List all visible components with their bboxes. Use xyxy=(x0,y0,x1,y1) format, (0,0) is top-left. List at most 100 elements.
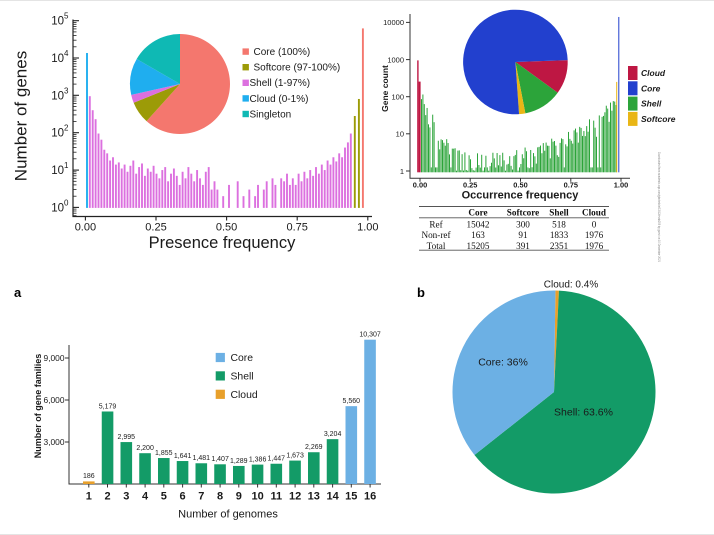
svg-text:Cloud: Cloud xyxy=(641,68,666,78)
svg-text:0: 0 xyxy=(592,220,597,230)
svg-text:Number of gene families: Number of gene families xyxy=(33,354,43,459)
svg-text:1833: 1833 xyxy=(550,230,569,240)
svg-text:1000: 1000 xyxy=(387,55,404,64)
svg-text:Cloud: Cloud xyxy=(582,208,606,218)
svg-text:1,447: 1,447 xyxy=(268,456,286,463)
svg-text:1.00: 1.00 xyxy=(357,222,378,234)
svg-text:3: 3 xyxy=(123,490,129,502)
svg-text:9: 9 xyxy=(236,490,242,502)
svg-text:1976: 1976 xyxy=(585,241,604,251)
svg-text:11: 11 xyxy=(270,490,282,502)
svg-text:Total: Total xyxy=(427,241,446,251)
svg-text:Shell: Shell xyxy=(641,99,662,109)
svg-text:5: 5 xyxy=(64,12,69,21)
svg-text:6,000: 6,000 xyxy=(44,395,65,405)
svg-text:0.50: 0.50 xyxy=(513,181,527,190)
svg-text:1: 1 xyxy=(400,167,404,176)
svg-text:6: 6 xyxy=(180,490,186,502)
svg-text:13: 13 xyxy=(308,490,320,502)
svg-text:Cloud: 0.4%: Cloud: 0.4% xyxy=(544,280,599,291)
svg-text:1,407: 1,407 xyxy=(211,456,229,463)
svg-text:Softcore (97-100%): Softcore (97-100%) xyxy=(254,63,341,74)
svg-text:Number of genes: Number of genes xyxy=(12,51,31,181)
svg-text:Core: Core xyxy=(231,353,254,364)
svg-text:9,000: 9,000 xyxy=(44,353,65,363)
svg-text:1: 1 xyxy=(64,161,69,170)
svg-text:Shell: Shell xyxy=(231,372,254,383)
svg-text:10: 10 xyxy=(51,53,64,65)
svg-text:0.25: 0.25 xyxy=(145,222,166,234)
svg-text:2,200: 2,200 xyxy=(136,445,154,452)
svg-text:1,641: 1,641 xyxy=(174,453,192,460)
svg-text:518: 518 xyxy=(552,220,566,230)
svg-text:Shell (1-97%): Shell (1-97%) xyxy=(250,78,311,89)
svg-text:1,289: 1,289 xyxy=(230,458,248,465)
svg-text:0.00: 0.00 xyxy=(413,181,427,190)
svg-text:5: 5 xyxy=(161,490,167,502)
svg-text:2,995: 2,995 xyxy=(118,434,136,441)
svg-text:b: b xyxy=(417,285,425,300)
svg-text:3,000: 3,000 xyxy=(44,437,65,447)
svg-text:Ref: Ref xyxy=(429,220,443,230)
svg-text:1,481: 1,481 xyxy=(193,455,211,462)
svg-text:3: 3 xyxy=(64,86,69,95)
svg-text:Core: 36%: Core: 36% xyxy=(478,356,528,368)
svg-text:15042: 15042 xyxy=(467,220,490,230)
svg-text:Core: Core xyxy=(641,83,661,93)
svg-text:12: 12 xyxy=(289,490,301,502)
svg-text:8: 8 xyxy=(217,490,223,502)
svg-text:Core (100%): Core (100%) xyxy=(254,47,311,58)
svg-text:Cloud: Cloud xyxy=(231,390,258,401)
svg-text:5,560: 5,560 xyxy=(343,398,361,405)
svg-text:Shell: 63.6%: Shell: 63.6% xyxy=(554,406,613,418)
svg-text:15: 15 xyxy=(345,490,357,502)
svg-text:2: 2 xyxy=(104,490,110,502)
svg-text:Core: Core xyxy=(468,208,487,218)
svg-text:10: 10 xyxy=(251,490,263,502)
svg-text:Presence frequency: Presence frequency xyxy=(149,234,297,252)
svg-text:0: 0 xyxy=(64,198,69,207)
svg-text:14: 14 xyxy=(326,490,339,502)
svg-text:2: 2 xyxy=(64,124,69,133)
svg-text:Cloud (0-1%): Cloud (0-1%) xyxy=(250,94,309,105)
svg-text:3,204: 3,204 xyxy=(324,431,342,438)
svg-text:7: 7 xyxy=(198,490,204,502)
svg-text:186: 186 xyxy=(83,473,95,480)
svg-text:0.75: 0.75 xyxy=(564,181,578,190)
svg-text:0.25: 0.25 xyxy=(463,181,477,190)
svg-text:0.75: 0.75 xyxy=(286,222,307,234)
svg-text:0.50: 0.50 xyxy=(216,222,237,234)
svg-text:91: 91 xyxy=(518,230,528,240)
svg-text:10: 10 xyxy=(396,130,404,139)
svg-text:10: 10 xyxy=(51,90,64,102)
svg-text:15205: 15205 xyxy=(467,241,490,251)
svg-text:100: 100 xyxy=(391,93,404,102)
svg-text:16: 16 xyxy=(364,490,376,502)
svg-text:1,855: 1,855 xyxy=(155,450,173,457)
svg-text:1.00: 1.00 xyxy=(614,181,628,190)
svg-text:10: 10 xyxy=(51,165,64,177)
svg-text:0.00: 0.00 xyxy=(75,222,96,234)
svg-text:163: 163 xyxy=(471,230,485,240)
svg-text:5,179: 5,179 xyxy=(99,403,117,410)
svg-text:Non-ref: Non-ref xyxy=(421,230,451,240)
svg-text:Softcore: Softcore xyxy=(641,114,676,124)
svg-text:10: 10 xyxy=(51,202,64,214)
svg-text:Shell: Shell xyxy=(549,208,569,218)
svg-text:391: 391 xyxy=(516,241,530,251)
svg-text:Gene count: Gene count xyxy=(380,65,390,112)
svg-text:Downloaded from academic.oup.c: Downloaded from academic.oup.com/gbe/art… xyxy=(657,152,661,262)
svg-text:300: 300 xyxy=(516,220,530,230)
svg-text:Number of genomes: Number of genomes xyxy=(178,509,278,521)
svg-text:10: 10 xyxy=(51,16,64,28)
svg-text:10,307: 10,307 xyxy=(359,332,381,339)
svg-text:1: 1 xyxy=(86,490,92,502)
svg-text:a: a xyxy=(14,285,22,300)
svg-text:Softcore: Softcore xyxy=(507,208,539,218)
svg-text:4: 4 xyxy=(64,49,69,58)
svg-text:10: 10 xyxy=(51,128,64,140)
svg-text:2351: 2351 xyxy=(550,241,569,251)
svg-text:1976: 1976 xyxy=(585,230,604,240)
svg-text:4: 4 xyxy=(142,490,149,502)
svg-text:1,673: 1,673 xyxy=(286,452,304,459)
